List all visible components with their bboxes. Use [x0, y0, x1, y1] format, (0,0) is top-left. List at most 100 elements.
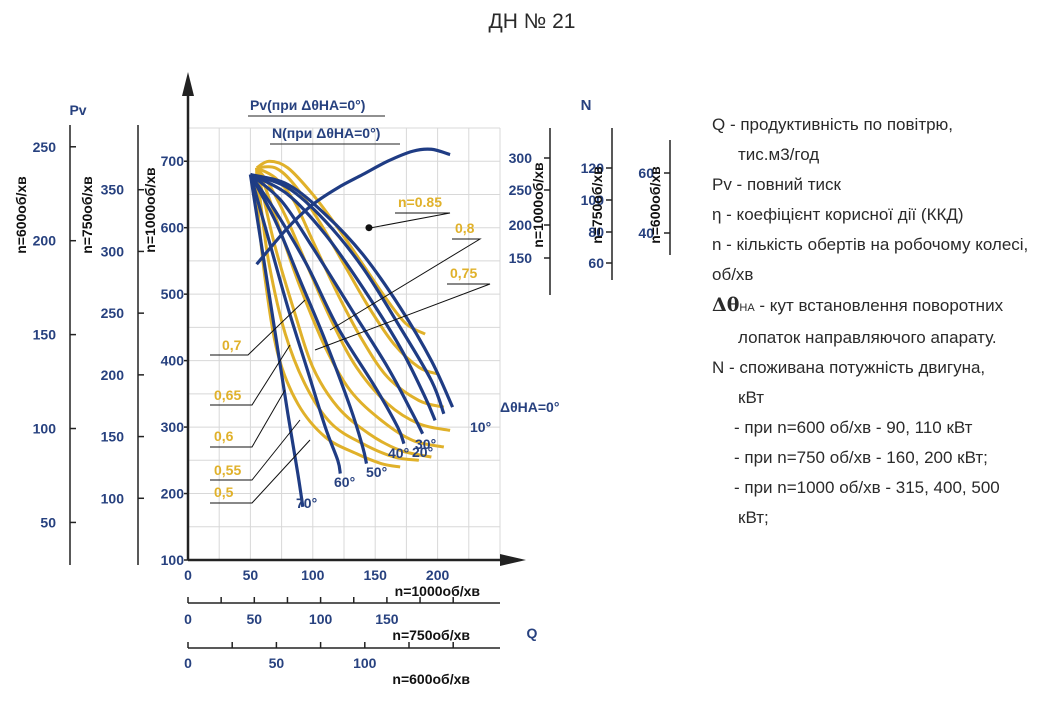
- pressure-label-5: 50°: [366, 464, 387, 480]
- y-axis-750-tick-label: 200: [101, 367, 125, 383]
- y-axis-600-tick-label: 200: [33, 233, 57, 249]
- legend-power-600: - при n=600 об/хв - 90, 110 кВт: [734, 418, 973, 437]
- legend-delta-text-2: лопаток направляючого апарату.: [738, 328, 997, 347]
- n-curve-title: N(при ΔθНА=0°): [272, 125, 380, 141]
- n-axis-750-tick-label: 100: [581, 192, 605, 208]
- q-axis-header: Q: [527, 625, 538, 641]
- pressure-label-7: 70°: [296, 495, 317, 511]
- y-axis-750-title: n=750об/хв: [79, 176, 95, 254]
- n-axis-600-title: n=600об/хв: [647, 166, 663, 244]
- legend-N-unit: кВт: [738, 388, 764, 407]
- n-axis-1000-tick-label: 250: [509, 182, 533, 198]
- chart-grid: [188, 127, 501, 560]
- y-tick-label: 400: [161, 353, 185, 369]
- pressure-label-2: 20°: [412, 444, 433, 460]
- efficiency-label-3: 0,7: [222, 337, 242, 353]
- legend-eta: η - коефіцієнт корисної дії (ККД): [712, 205, 964, 224]
- y-axis-600-tick-label: 150: [33, 327, 57, 343]
- n-axis-750-tick-label: 120: [581, 160, 605, 176]
- x-axis-750-tick-label: 150: [375, 611, 399, 627]
- legend-N-line: N - споживана потужність двигуна,: [712, 358, 986, 377]
- pv-curve-title: Pv(при ΔθНА=0°): [250, 97, 365, 113]
- pressure-label-0: ΔθНА=0°: [500, 399, 559, 415]
- pressure-curve-5: [248, 173, 369, 464]
- efficiency-curve-5: [255, 167, 432, 459]
- pressure-label-3: 30°: [415, 436, 436, 452]
- y-tick-label: 500: [161, 286, 185, 302]
- x-axis-title-1000: n=1000об/хв: [395, 583, 481, 599]
- x-axis-750-title: n=750об/хв: [392, 627, 470, 643]
- y-axis-600-tick-label: 100: [33, 421, 57, 437]
- legend-q-unit: тис.м3/год: [738, 145, 820, 164]
- x-tick-label: 150: [364, 567, 388, 583]
- pressure-curve-1: [249, 173, 446, 415]
- delta-theta-symbol: Δθ: [712, 294, 740, 316]
- legend-pv: Pv - повний тиск: [712, 175, 841, 194]
- x-tick-label: 0: [184, 567, 192, 583]
- legend: Q - продуктивність по повітрю, тис.м3/го…: [712, 110, 1057, 533]
- efficiency-leader-3: [210, 299, 306, 356]
- legend-power-750: - при n=750 об/хв - 160, 200 кВт;: [734, 448, 988, 467]
- y-tick-label: 100: [161, 552, 185, 568]
- n-axis-header: N: [581, 97, 592, 114]
- x-axis-750-tick-label: 0: [184, 611, 192, 627]
- pressure-label-1: 10°: [470, 419, 491, 435]
- x-axis-600-tick-label: 0: [184, 655, 192, 671]
- legend-n-line: n - кількість обертів на робочому колесі…: [712, 235, 1029, 254]
- y-tick-label: 600: [161, 220, 185, 236]
- efficiency-leader-0: [369, 212, 451, 229]
- x-axis-600-title: n=600об/хв: [392, 671, 470, 687]
- pressure-curve-3: [249, 173, 425, 435]
- y-axis-arrow: [182, 72, 194, 96]
- x-axis-750-tick-label: 100: [309, 611, 333, 627]
- efficiency-leader-6: [210, 419, 301, 481]
- y-axis-750-tick-label: 300: [101, 243, 125, 259]
- legend-n-unit: об/хв: [712, 265, 754, 284]
- efficiency-label-4: 0,65: [214, 387, 241, 403]
- y-axis-600-tick-label: 250: [33, 139, 57, 155]
- chart-curves: [248, 147, 455, 508]
- y-axis-750-tick-label: 250: [101, 305, 125, 321]
- power-curve: [255, 147, 451, 266]
- y-axis-title-1000: n=1000об/хв: [142, 167, 158, 253]
- y-axis-600-tick-label: 50: [40, 514, 56, 530]
- legend-power-1000: - при n=1000 об/хв - 315, 400, 500: [734, 478, 1000, 497]
- efficiency-label-1: 0,8: [455, 220, 475, 236]
- legend-delta-text: - кут встановлення поворотних: [754, 296, 1004, 315]
- efficiency-leader-5: [210, 389, 286, 448]
- n-axis-750-tick-label: 80: [588, 224, 604, 240]
- y-axis-750-tick-label: 350: [101, 182, 125, 198]
- chart-axes: [69, 72, 671, 649]
- chart-labels: 100200300400500600700n=1000об/хв10015020…: [13, 97, 663, 687]
- x-axis-arrow: [500, 554, 526, 566]
- efficiency-leader-7: [210, 439, 311, 504]
- efficiency-label-7: 0,5: [214, 484, 234, 500]
- efficiency-curve-6: [255, 167, 420, 462]
- efficiency-leader-2: [314, 283, 491, 351]
- n-axis-1000-tick-label: 300: [509, 150, 533, 166]
- efficiency-leader-1: [329, 238, 482, 331]
- x-tick-label: 100: [301, 567, 325, 583]
- efficiency-label-0: n=0.85: [398, 194, 442, 210]
- pressure-curve-7: [248, 174, 305, 508]
- y-tick-label: 200: [161, 486, 185, 502]
- x-tick-label: 50: [243, 567, 259, 583]
- operating-point: [365, 224, 373, 232]
- legend-delta: ΔθНА - кут встановлення поворотних: [712, 290, 1057, 323]
- efficiency-label-6: 0,55: [214, 462, 241, 478]
- n-axis-600-tick-label: 40: [638, 225, 654, 241]
- x-axis-600-tick-label: 50: [269, 655, 285, 671]
- page-title: ДН № 21: [488, 10, 576, 33]
- y-tick-label: 700: [161, 153, 185, 169]
- y-tick-label: 300: [161, 419, 185, 435]
- pressure-curve-6: [248, 174, 342, 474]
- pressure-label-6: 60°: [334, 474, 355, 490]
- efficiency-leader-4: [210, 344, 291, 406]
- efficiency-label-2: 0,75: [450, 265, 477, 281]
- pv-axis-header: Pv: [69, 102, 86, 118]
- pressure-curve-2: [249, 173, 437, 422]
- efficiency-curve-1: [256, 165, 439, 376]
- y-axis-750-tick-label: 150: [101, 429, 125, 445]
- pressure-curve-0: [249, 172, 455, 408]
- x-tick-label: 200: [426, 567, 450, 583]
